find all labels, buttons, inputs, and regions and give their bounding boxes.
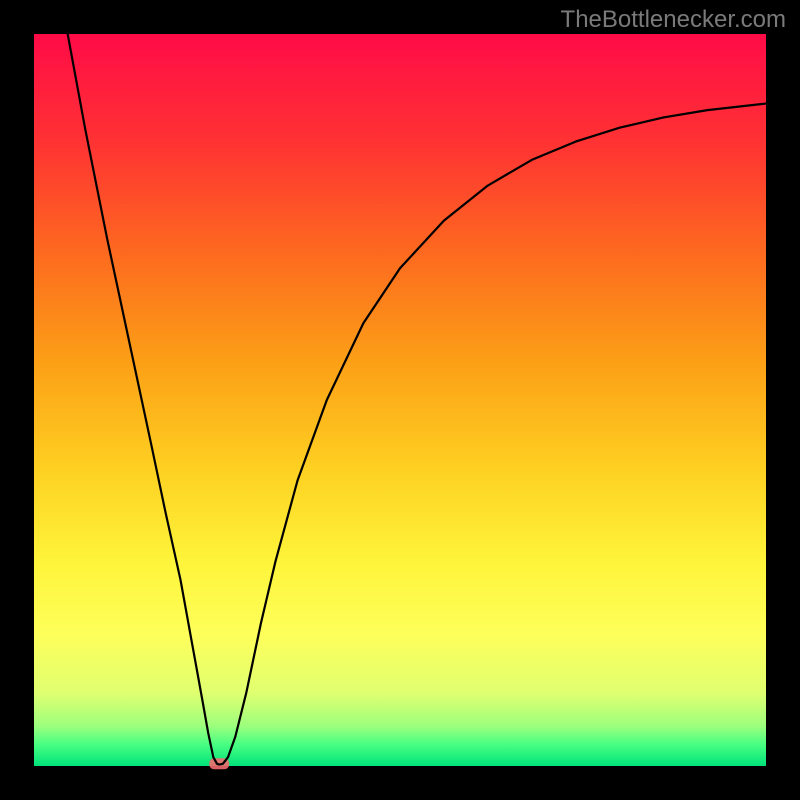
chart-container: TheBottlenecker.com — [0, 0, 800, 800]
plot-background — [34, 34, 766, 766]
bottleneck-chart-svg — [0, 0, 800, 800]
